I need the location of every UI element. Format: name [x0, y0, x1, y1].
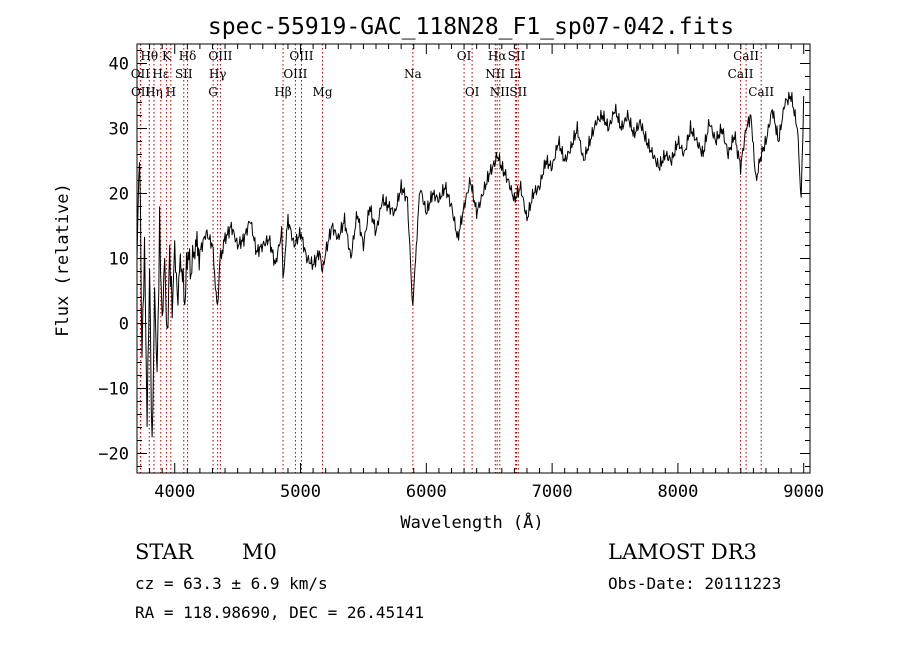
- survey-name: LAMOST DR3: [608, 540, 757, 564]
- spectral-line-label: G: [208, 85, 218, 99]
- object-subclass: M0: [242, 540, 277, 564]
- spectral-line-label: Hβ: [274, 85, 291, 99]
- spectral-line-label: OIII: [289, 49, 313, 63]
- x-axis-label: Wavelength (Å): [400, 511, 543, 533]
- spectral-line-label: K: [162, 49, 172, 63]
- y-tick-label: −20: [98, 445, 129, 465]
- spectral-line-label: Mg: [313, 85, 333, 99]
- spectral-line-label: SII: [175, 67, 193, 81]
- y-tick-label: 20: [109, 185, 129, 205]
- spectral-line-label: NII: [490, 85, 510, 99]
- spectral-line-label: OI: [457, 49, 472, 63]
- y-tick-label: 30: [109, 120, 129, 140]
- spectral-line-label: SII: [509, 85, 527, 99]
- x-tick-label: 9000: [783, 482, 824, 502]
- y-tick-label: 40: [109, 55, 129, 75]
- coordinates: RA = 118.98690, DEC = 26.45141: [135, 603, 424, 622]
- y-tick-label: 0: [119, 315, 129, 335]
- x-tick-label: 6000: [406, 482, 447, 502]
- spectral-line-label: Hη: [145, 85, 163, 99]
- spectral-line-label: CaII: [728, 67, 754, 81]
- spectral-line-label: OIII: [208, 49, 232, 63]
- spectral-line-label: CaII: [733, 49, 759, 63]
- y-tick-label: 10: [109, 250, 129, 270]
- plot-frame: [136, 43, 811, 474]
- object-class: STAR: [135, 540, 194, 564]
- spectral-line-label: SII: [508, 49, 526, 63]
- x-tick-label: 8000: [657, 482, 698, 502]
- spectral-line-label: Li: [509, 67, 521, 81]
- spectral-line-label: H: [166, 85, 176, 99]
- spectral-line-label: CaII: [748, 85, 774, 99]
- y-axis-label: Flux (relative): [53, 183, 73, 337]
- x-tick-label: 7000: [532, 482, 573, 502]
- spectral-line-label: NII: [485, 67, 505, 81]
- y-tick-label: −10: [98, 380, 129, 400]
- spectral-line-label: Hδ: [179, 49, 197, 63]
- spectral-line-label: Hγ: [209, 67, 227, 81]
- spectrum-series-line: [136, 91, 805, 438]
- spectral-line-label: Hα: [488, 49, 507, 63]
- spectral-line-label: Hθ: [140, 49, 158, 63]
- spectral-line-label: OII: [131, 67, 151, 81]
- spectral-line-label: Hε: [152, 67, 169, 81]
- x-tick-label: 4000: [154, 482, 195, 502]
- x-tick-label: 5000: [280, 482, 321, 502]
- redshift-velocity: cz = 63.3 ± 6.9 km/s: [135, 574, 328, 593]
- spectral-line-label: OI: [465, 85, 480, 99]
- spectral-line-label: Na: [404, 67, 422, 81]
- spectral-line-label: OIII: [283, 67, 307, 81]
- spectral-line-label: OII: [131, 85, 151, 99]
- observation-date: Obs-Date: 20111223: [608, 574, 782, 593]
- chart-title: spec-55919-GAC_118N28_F1_sp07-042.fits: [208, 14, 734, 40]
